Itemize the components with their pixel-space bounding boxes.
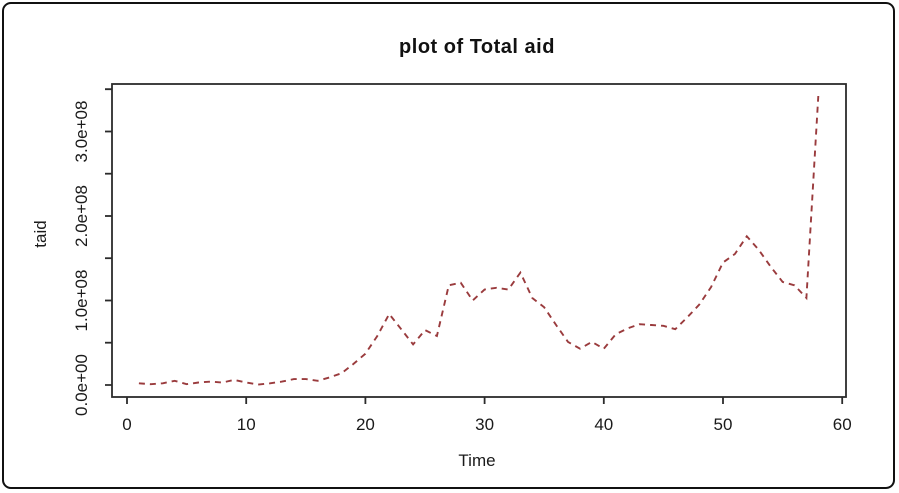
y-tick-label: 3.0e+08 bbox=[72, 101, 91, 163]
chart-title: plot of Total aid bbox=[399, 36, 555, 58]
y-axis-ticks bbox=[105, 88, 112, 386]
x-tick-label: 0 bbox=[122, 415, 131, 434]
x-axis-ticks bbox=[126, 397, 844, 404]
y-axis-tick-labels: 0.0e+00 1.0e+08 2.0e+08 3.0e+08 bbox=[72, 101, 91, 416]
data-line-taid bbox=[138, 95, 820, 386]
x-tick-label: 20 bbox=[356, 415, 375, 434]
y-tick-label: 0.0e+00 bbox=[72, 354, 91, 416]
x-axis-title: Time bbox=[458, 451, 496, 470]
y-axis-title: taid bbox=[31, 220, 50, 247]
x-tick-label: 10 bbox=[237, 415, 256, 434]
chart-canvas: 0 10 20 30 40 50 60 0.0e+00 1.0e+08 2.0e+08 3.0e+… bbox=[31, 83, 852, 434]
x-tick-label: 30 bbox=[475, 415, 494, 434]
x-axis-tick-labels: 0 10 20 30 40 50 60 bbox=[122, 415, 851, 434]
y-tick-label: 1.0e+08 bbox=[72, 270, 91, 332]
x-tick-label: 60 bbox=[833, 415, 852, 434]
plot-box bbox=[111, 83, 847, 398]
x-tick-label: 50 bbox=[714, 415, 733, 434]
y-tick-label: 2.0e+08 bbox=[72, 185, 91, 247]
x-tick-label: 40 bbox=[594, 415, 613, 434]
